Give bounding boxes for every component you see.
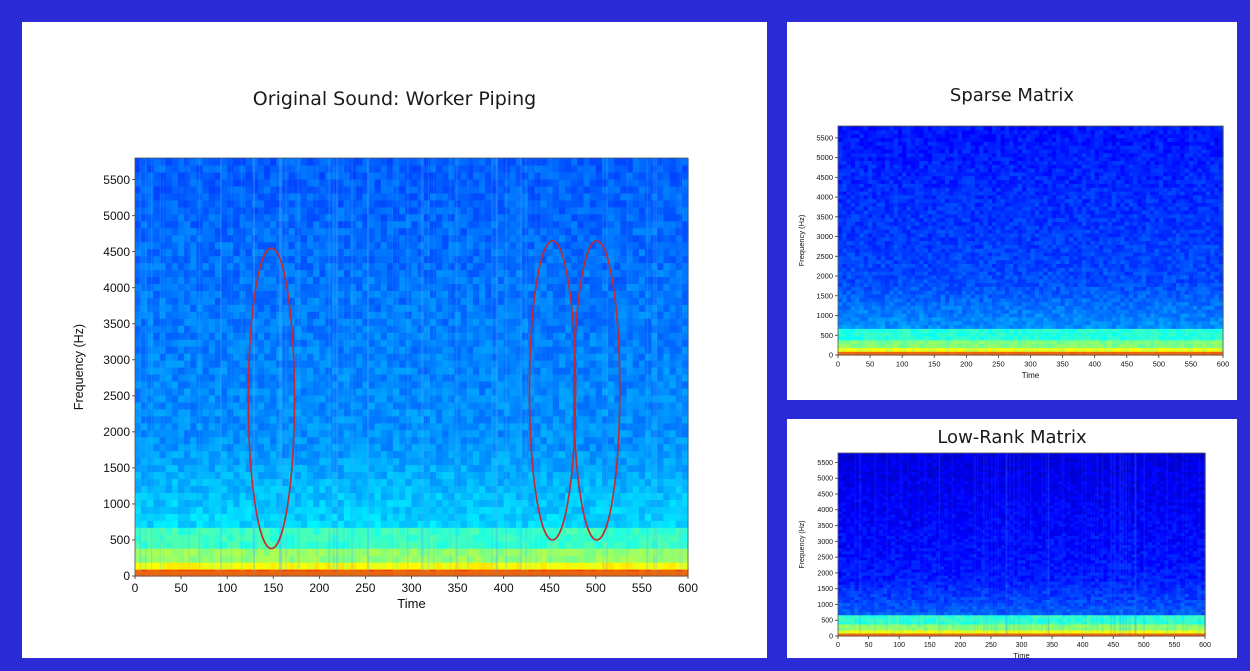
sparse-x-tick-label: 300: [1024, 360, 1037, 369]
lowrank-y-tick-label: 500: [821, 618, 833, 625]
lowrank-x-tick-label: 600: [1199, 642, 1211, 649]
low-rank-matrix-panel: Low-Rank Matrix 0 50 100 150 200 250 300 350 400…: [787, 419, 1237, 658]
main-y-tick-label: 0: [123, 569, 130, 583]
sparse-x-tick-label: 200: [960, 360, 973, 369]
sparse-y-tick-label: 0: [829, 351, 833, 360]
main-x-tick-label: 250: [355, 581, 375, 595]
lowrank-x-tick-label: 400: [1077, 642, 1089, 649]
main-x-tick-label: 150: [263, 581, 283, 595]
lowrank-x-tick-label: 450: [1107, 642, 1119, 649]
sparse-y-tick-label: 4000: [816, 193, 833, 202]
low-rank-matrix-chart: 0 50 100 150 200 250 300 350 400 450 500 550 600 0 500…: [799, 452, 1211, 658]
main-x-tick-label: 100: [217, 581, 237, 595]
piping-highlight-ellipse-2: [528, 240, 577, 541]
piping-highlight-ellipse-3: [572, 240, 621, 541]
sparse-x-tick-label: 400: [1088, 360, 1101, 369]
main-y-tick-label: 2000: [103, 425, 130, 439]
sparse-y-tick-label: 5500: [816, 133, 833, 142]
lowrank-x-tick-label: 100: [893, 642, 905, 649]
sparse-y-tick-label: 3000: [816, 232, 833, 241]
main-x-tick-label: 450: [540, 581, 560, 595]
main-x-tick-label: 50: [174, 581, 188, 595]
main-y-tick-label: 5500: [103, 173, 130, 187]
lowrank-y-tick-label: 4000: [817, 507, 833, 514]
lowrank-x-tick-label: 300: [1016, 642, 1028, 649]
lowrank-y-tick-label: 3000: [817, 539, 833, 546]
lowrank-y-tick-label: 5500: [817, 460, 833, 467]
sparse-y-tick-label: 3500: [816, 212, 833, 221]
lowrank-x-tick-label: 200: [954, 642, 966, 649]
sparse-y-tick-label: 1500: [816, 291, 833, 300]
main-y-tick-label: 1000: [103, 497, 130, 511]
main-spectrogram-raster: [135, 158, 689, 577]
sparse-x-tick-label: 50: [866, 360, 874, 369]
main-y-tick-label: 500: [110, 533, 130, 547]
lowrank-x-tick-label: 0: [836, 642, 840, 649]
lowrank-x-tick-label: 150: [924, 642, 936, 649]
sparse-y-tick-label: 5000: [816, 153, 833, 162]
lowrank-y-tick-label: 5000: [817, 476, 833, 483]
lowrank-spectrogram-raster: [838, 453, 1207, 637]
piping-highlight-ellipse-1: [247, 247, 296, 550]
lowrank-y-tick-label: 0: [829, 633, 833, 640]
sparse-x-tick-label: 0: [836, 360, 840, 369]
main-x-tick-label: 350: [448, 581, 468, 595]
sparse-y-tick-label: 500: [820, 331, 833, 340]
main-y-tick-label: 3000: [103, 353, 130, 367]
lowrank-y-tick-label: 2500: [817, 555, 833, 562]
sparse-x-tick-label: 150: [928, 360, 941, 369]
lowrank-x-tick-label: 500: [1138, 642, 1150, 649]
sparse-x-tick-label: 550: [1185, 360, 1198, 369]
main-x-tick-label: 300: [401, 581, 421, 595]
main-y-tick-label: 4500: [103, 245, 130, 259]
lowrank-y-axis-label: Frequency (Hz): [799, 520, 806, 568]
sparse-y-tick-label: 4500: [816, 173, 833, 182]
sparse-y-tick-label: 2000: [816, 272, 833, 281]
main-y-axis-label: Frequency (Hz): [72, 324, 86, 410]
lowrank-x-tick-label: 50: [865, 642, 873, 649]
main-y-tick-label: 1500: [103, 461, 130, 475]
lowrank-x-axis-label: Time: [1013, 651, 1029, 658]
lowrank-x-tick-label: 250: [985, 642, 997, 649]
lowrank-y-tick-label: 3500: [817, 523, 833, 530]
sparse-matrix-chart: 0 50 100 150 200 250 300 350 400 450 500 550 600 0 500…: [797, 125, 1230, 380]
sparse-x-tick-label: 500: [1153, 360, 1166, 369]
main-x-tick-label: 600: [678, 581, 698, 595]
sparse-x-tick-label: 450: [1120, 360, 1133, 369]
sparse-x-tick-label: 250: [992, 360, 1005, 369]
sparse-x-axis-label: Time: [1022, 371, 1040, 380]
main-y-tick-label: 3500: [103, 317, 130, 331]
lowrank-chart-title: Low-Rank Matrix: [937, 427, 1087, 448]
main-x-tick-label: 500: [586, 581, 606, 595]
main-x-axis-label: Time: [397, 596, 425, 611]
main-chart-title: Original Sound: Worker Piping: [252, 88, 537, 110]
main-y-tick-label: 4000: [103, 281, 130, 295]
main-y-tick-label: 5000: [103, 209, 130, 223]
lowrank-x-tick-label: 350: [1046, 642, 1058, 649]
lowrank-y-tick-label: 1500: [817, 586, 833, 593]
main-spectrogram-chart: 0 50 100 150 200 250 300 350 400 450 500 550 600 0 500…: [72, 157, 698, 611]
main-x-tick-label: 200: [309, 581, 329, 595]
sparse-y-tick-label: 2500: [816, 252, 833, 261]
sparse-y-axis-label: Frequency (Hz): [797, 214, 806, 266]
main-spectrogram-panel: Original Sound: Worker Piping 0 50 100 150 2…: [22, 22, 767, 658]
main-x-tick-label: 0: [132, 581, 139, 595]
sparse-chart-title: Sparse Matrix: [949, 85, 1075, 106]
lowrank-y-tick-label: 2000: [817, 570, 833, 577]
sparse-spectrogram-raster: [838, 126, 1224, 356]
sparse-x-tick-label: 100: [896, 360, 909, 369]
sparse-y-tick-label: 1000: [816, 311, 833, 320]
main-y-tick-label: 2500: [103, 389, 130, 403]
main-x-tick-label: 550: [632, 581, 652, 595]
lowrank-y-tick-label: 1000: [817, 602, 833, 609]
sparse-matrix-panel: Sparse Matrix 0 50 100 150 200 250 300 350 400 45…: [787, 22, 1237, 400]
lowrank-y-tick-label: 4500: [817, 491, 833, 498]
main-x-tick-label: 400: [494, 581, 514, 595]
lowrank-x-tick-label: 550: [1169, 642, 1181, 649]
sparse-x-tick-label: 350: [1056, 360, 1069, 369]
sparse-x-tick-label: 600: [1217, 360, 1230, 369]
